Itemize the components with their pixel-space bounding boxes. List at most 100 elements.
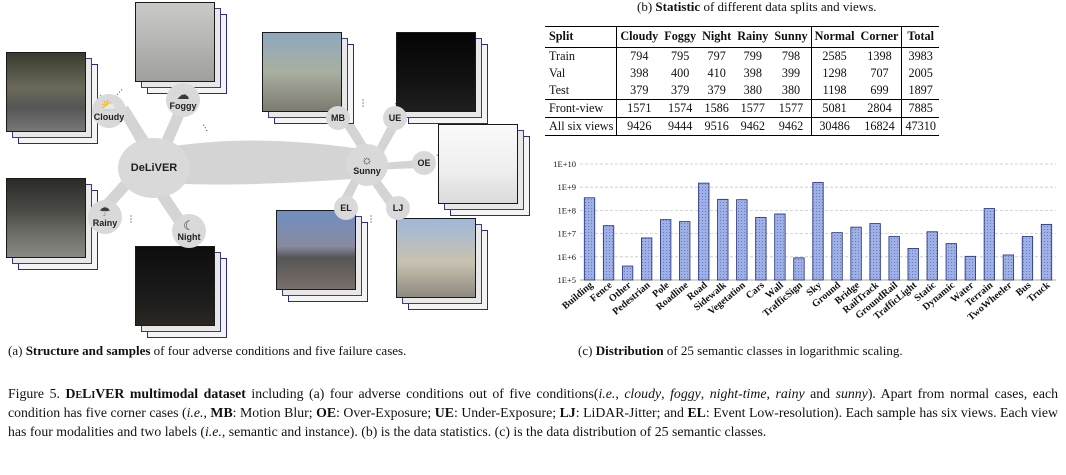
ellipsis: … bbox=[127, 214, 138, 224]
bar-ground bbox=[831, 232, 843, 281]
node-sunny: ☼ Sunny bbox=[346, 144, 388, 186]
table-cell: 410 bbox=[707, 66, 726, 80]
table-cell: 707 bbox=[870, 66, 889, 80]
row-label: All six views bbox=[545, 117, 617, 136]
bar-cars bbox=[755, 216, 767, 281]
bar-roadline bbox=[679, 221, 691, 281]
hub-to-sunny-branch bbox=[150, 140, 368, 185]
row-label: Front-view bbox=[545, 99, 617, 118]
table-cell: 1574 bbox=[661, 99, 700, 118]
table-cell: 794 bbox=[616, 47, 662, 65]
table-cell: 1298 bbox=[810, 65, 858, 82]
hub-label: DeLiVER bbox=[130, 161, 178, 174]
sun-icon: ☼ bbox=[361, 152, 373, 167]
table-row: Val 398 400 410 398 399 1298 707 2005 bbox=[545, 65, 939, 82]
table-cell: 2804 bbox=[857, 99, 902, 118]
bar-sky bbox=[812, 182, 824, 281]
caption-c: (c) Distribution of 25 semantic classes … bbox=[578, 343, 903, 358]
table-cell: 9444 bbox=[661, 117, 700, 136]
bar-terrain bbox=[983, 208, 995, 281]
y-tick-label: 1E+10 bbox=[553, 159, 576, 169]
ellipsis: … bbox=[359, 98, 370, 108]
caption-a: (a) Structure and samples of four advers… bbox=[8, 343, 407, 358]
table-row: Front-view 1571 1574 1586 1577 1577 5081 2804 78… bbox=[545, 99, 939, 118]
node-el: EL bbox=[334, 196, 358, 220]
bar-fence bbox=[602, 225, 615, 281]
node-mb: MB bbox=[326, 106, 350, 130]
table-cell: 9462 bbox=[771, 117, 812, 136]
table-cell: 398 bbox=[743, 66, 762, 80]
y-tick-label: 1E+6 bbox=[558, 252, 577, 262]
fog-icon: ☁ bbox=[176, 87, 190, 102]
bar-road bbox=[698, 182, 710, 281]
table-cell: 380 bbox=[781, 83, 801, 97]
rain-cloud-icon: ☂ bbox=[99, 204, 111, 219]
statistics-table: Split Cloudy Foggy Night Rainy Sunny Nor… bbox=[545, 26, 939, 136]
table-cell: 9426 bbox=[616, 117, 662, 136]
table-cell: 1577 bbox=[734, 99, 772, 118]
bar-twowheeler bbox=[1002, 254, 1015, 281]
table-cell: 9462 bbox=[734, 117, 772, 136]
cloud-sun-icon: ⛅ bbox=[100, 98, 118, 113]
table-cell: 399 bbox=[781, 66, 801, 80]
moon-icon: ☾ bbox=[183, 218, 195, 233]
table-cell: 1586 bbox=[699, 99, 735, 118]
bar-dynamic bbox=[945, 243, 957, 281]
node-foggy: ☁ Foggy bbox=[166, 83, 200, 117]
bar-bus bbox=[1021, 236, 1034, 281]
caption-b: (b) Statistic of different data splits a… bbox=[637, 0, 877, 14]
bar-bridge bbox=[850, 226, 862, 281]
distribution-chart: 1E+51E+61E+71E+81E+91E+10BuildingFenceOt… bbox=[553, 159, 1056, 323]
table-cell: 2005 bbox=[901, 65, 939, 82]
bar-water bbox=[964, 255, 976, 281]
bar-wall bbox=[774, 213, 786, 281]
y-tick-label: 1E+9 bbox=[558, 182, 577, 192]
node-rainy: ☂ Rainy bbox=[88, 200, 122, 234]
table-cell: 30486 bbox=[810, 117, 858, 136]
table-cell: 400 bbox=[671, 66, 690, 80]
table-cell: 3983 bbox=[901, 47, 939, 65]
table-cell: 1198 bbox=[810, 82, 858, 100]
bar-sidewalk bbox=[717, 198, 729, 281]
bar-pedestrian bbox=[641, 237, 653, 281]
figure-caption: Figure 5. DeLiVER multimodal dataset inc… bbox=[8, 386, 1058, 439]
node-ue: UE bbox=[383, 106, 407, 130]
table-cell: 797 bbox=[707, 49, 726, 63]
dataset-name: DeLiVER multimodal dataset bbox=[65, 386, 246, 401]
y-tick-label: 1E+7 bbox=[558, 229, 577, 239]
table-cell: 379 bbox=[671, 83, 690, 97]
bar-trafficsign bbox=[793, 257, 805, 281]
table-cell: 47310 bbox=[901, 117, 939, 136]
table-cell: 7885 bbox=[901, 99, 939, 118]
table-header-row: Split Cloudy Foggy Night Rainy Sunny Nor… bbox=[545, 26, 939, 48]
table-cell: 1398 bbox=[867, 49, 892, 63]
node-lj: LJ bbox=[386, 196, 410, 220]
table-cell: 380 bbox=[743, 83, 762, 97]
table-row: Train 794 795 797 799 798 2585 1398 3983 bbox=[545, 47, 939, 65]
bar-building bbox=[583, 197, 596, 281]
table-cell: 5081 bbox=[810, 99, 858, 118]
table-cell: 2585 bbox=[810, 47, 858, 65]
node-cloudy: ⛅ Cloudy bbox=[92, 94, 126, 128]
table-cell: 1897 bbox=[901, 82, 939, 100]
bar-static bbox=[926, 231, 938, 281]
bar-pole bbox=[660, 219, 672, 281]
y-tick-label: 1E+5 bbox=[558, 275, 577, 285]
bar-railtrack bbox=[869, 223, 881, 281]
row-label: Val bbox=[549, 66, 566, 80]
table-cell: 379 bbox=[707, 83, 726, 97]
x-tick-label: Truck bbox=[1025, 280, 1052, 305]
bar-vegetation bbox=[736, 199, 748, 281]
node-oe: OE bbox=[412, 151, 436, 175]
row-label: Train bbox=[549, 49, 575, 63]
bar-trafficlight bbox=[907, 248, 919, 281]
row-label: Test bbox=[549, 83, 570, 97]
table-cell: 398 bbox=[616, 65, 662, 82]
table-cell: 798 bbox=[781, 49, 801, 63]
table-cell: 699 bbox=[870, 83, 889, 97]
table-cell: 795 bbox=[671, 49, 690, 63]
structure-diagram: … … … … … … DeLiVER ⛅ Cloudy ☁ Foggy ☂ R… bbox=[0, 0, 535, 340]
y-tick-label: 1E+8 bbox=[558, 205, 577, 215]
bar-other bbox=[621, 265, 634, 281]
x-tick-label: Cars bbox=[744, 280, 767, 302]
